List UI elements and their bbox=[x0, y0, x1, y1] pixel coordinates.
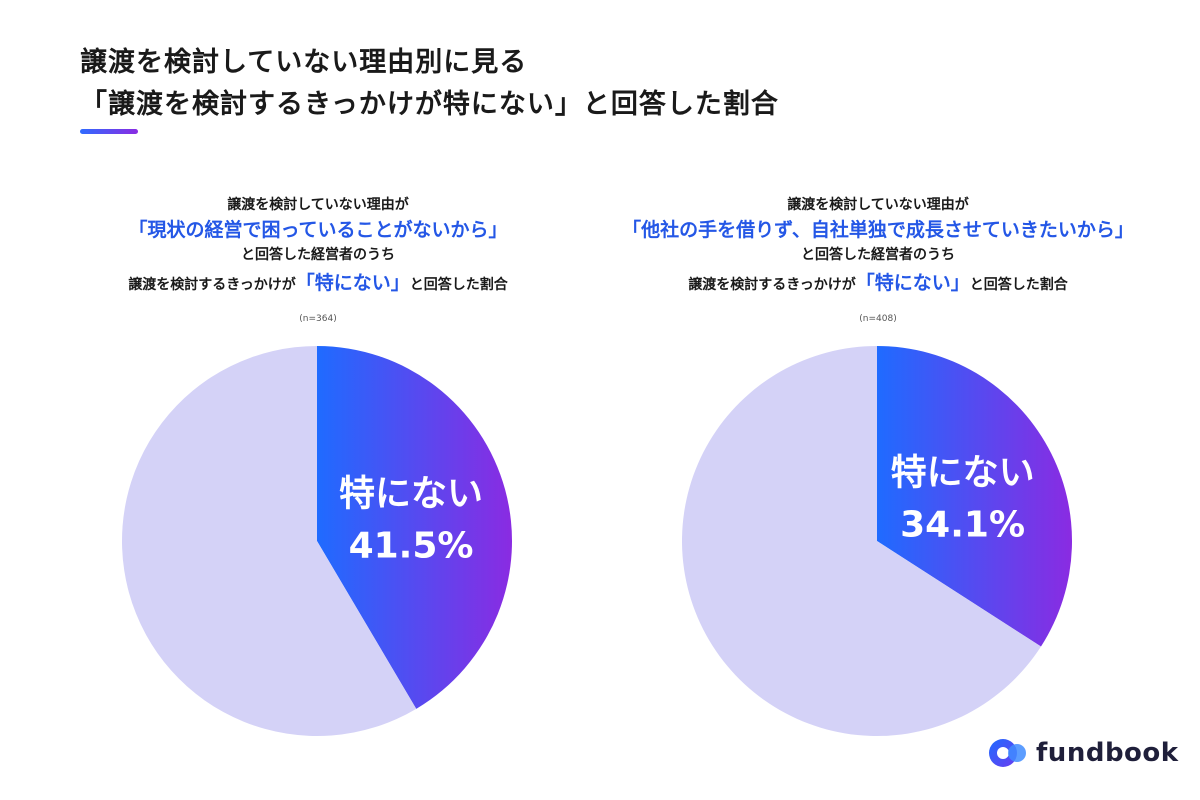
desc-line4-pre: 譲渡を検討するきっかけが bbox=[128, 277, 296, 293]
fundbook-logo: fundbook bbox=[988, 733, 1179, 773]
desc-line1: 譲渡を検討していない理由が bbox=[227, 197, 409, 213]
desc-line4-accent: 「特にない」 bbox=[855, 272, 970, 294]
sample-size: (n=408) bbox=[859, 314, 897, 324]
pie-slice-highlight bbox=[877, 346, 1072, 647]
page-title: 譲渡を検討していない理由別に見る 「譲渡を検討するきっかけが特にない」と回答した… bbox=[80, 42, 779, 126]
fundbook-logo-text: fundbook bbox=[1036, 738, 1179, 768]
pie-slice-value: 34.1% bbox=[900, 504, 1025, 545]
pie-slice-remainder bbox=[121, 346, 417, 736]
desc-line4: 譲渡を検討するきっかけが「特にない」と回答した割合 bbox=[598, 268, 1158, 300]
desc-line3: と回答した経営者のうち bbox=[801, 247, 955, 263]
desc-reason: 「他社の手を借りず、自社単独で成長させていきたいから」 bbox=[622, 219, 1134, 241]
desc-line4-post: と回答した割合 bbox=[409, 277, 508, 293]
pie-slice-highlight bbox=[317, 346, 512, 709]
pie-slice-value: 41.5% bbox=[349, 525, 474, 566]
chart-description-right: 譲渡を検討していない理由が 「他社の手を借りず、自社単独で成長させていきたいから… bbox=[598, 194, 1158, 324]
desc-line4-post: と回答した割合 bbox=[969, 277, 1068, 293]
desc-line4-pre: 譲渡を検討するきっかけが bbox=[688, 277, 856, 293]
pie-slice-label: 特にない bbox=[891, 452, 1035, 493]
pie-slice-label: 特にない bbox=[339, 473, 483, 514]
page-title-line2: 「譲渡を検討するきっかけが特にない」と回答した割合 bbox=[80, 89, 779, 120]
fundbook-logo-icon bbox=[989, 739, 1026, 767]
pie-slice-remainder bbox=[682, 346, 1041, 736]
pie-chart-right: 特にない 34.1% bbox=[682, 346, 1072, 736]
desc-line4-accent: 「特にない」 bbox=[295, 272, 410, 294]
title-accent-bar bbox=[80, 129, 138, 134]
chart-description-left: 譲渡を検討していない理由が 「現状の経営で困っていることがないから」 と回答した… bbox=[38, 194, 598, 324]
desc-line4: 譲渡を検討するきっかけが「特にない」と回答した割合 bbox=[38, 268, 598, 300]
page-title-line1: 譲渡を検討していない理由別に見る bbox=[80, 47, 528, 78]
desc-reason: 「現状の経営で困っていることがないから」 bbox=[128, 219, 508, 241]
desc-line3: と回答した経営者のうち bbox=[241, 247, 395, 263]
pie-chart-left: 特にない 41.5% bbox=[121, 346, 512, 736]
sample-size: (n=364) bbox=[299, 314, 337, 324]
desc-line1: 譲渡を検討していない理由が bbox=[787, 197, 969, 213]
